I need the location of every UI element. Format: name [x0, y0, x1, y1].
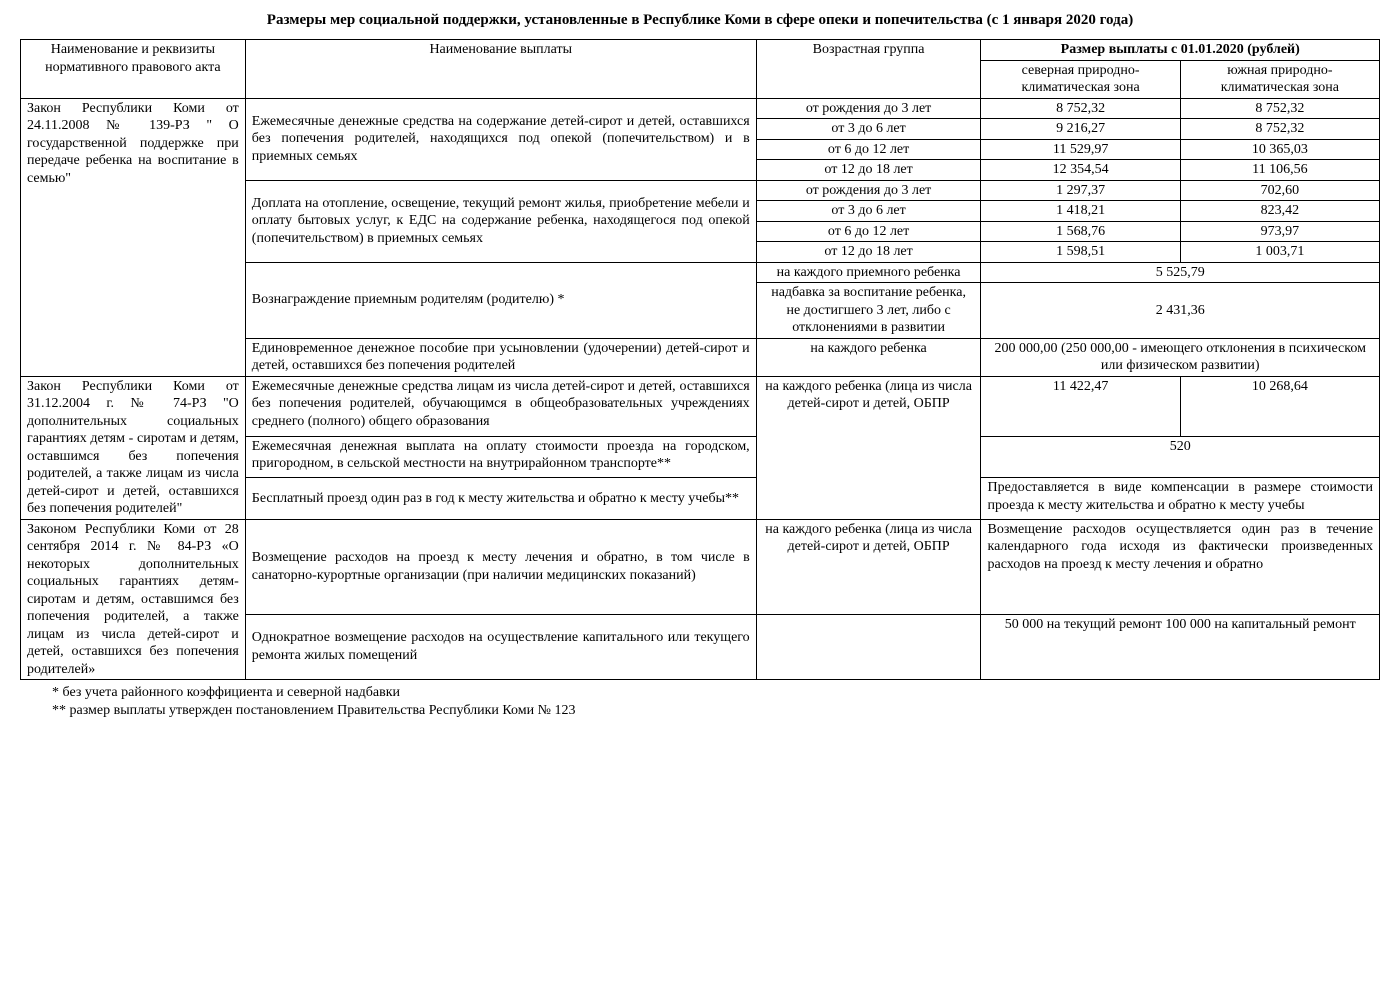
- table-row: Законом Республики Коми от 28 сентября 2…: [21, 519, 1380, 614]
- payment-cell: Ежемесячные денежные средства на содержа…: [245, 98, 756, 180]
- value-merged: 50 000 на текущий ремонт 100 000 на капи…: [981, 614, 1380, 679]
- value-south: 11 106,56: [1180, 160, 1379, 181]
- value-merged: Возмещение расходов осуществляется один …: [981, 519, 1380, 614]
- col-header-payment: Наименование выплаты: [245, 40, 756, 99]
- age-cell: на каждого приемного ребенка: [756, 262, 981, 283]
- payment-cell: Бесплатный проезд один раз в год к месту…: [245, 478, 756, 519]
- age-cell: от 12 до 18 лет: [756, 242, 981, 263]
- age-cell: [756, 614, 981, 679]
- value-south: 8 752,32: [1180, 98, 1379, 119]
- table-row: Закон Республики Коми от 24.11.2008 № 13…: [21, 98, 1380, 119]
- value-south: 10 365,03: [1180, 139, 1379, 160]
- payment-cell: Вознаграждение приемным родителям (родит…: [245, 262, 756, 338]
- value-merged: 5 525,79: [981, 262, 1380, 283]
- table-header-row: Наименование и реквизиты нормативного пр…: [21, 40, 1380, 61]
- value-south: 8 752,32: [1180, 119, 1379, 140]
- payment-cell: Ежемесячные денежные средства лицам из ч…: [245, 376, 756, 436]
- value-south: 1 003,71: [1180, 242, 1379, 263]
- payment-cell: Ежемесячная денежная выплата на оплату с…: [245, 436, 756, 477]
- value-merged: 200 000,00 (250 000,00 - имеющего отклон…: [981, 338, 1380, 376]
- age-cell: от 12 до 18 лет: [756, 160, 981, 181]
- col-header-amount: Размер выплаты с 01.01.2020 (рублей): [981, 40, 1380, 61]
- age-cell: от 6 до 12 лет: [756, 221, 981, 242]
- value-north: 1 568,76: [981, 221, 1180, 242]
- document-title: Размеры мер социальной поддержки, устано…: [20, 12, 1380, 29]
- payment-cell: Единовременное денежное пособие при усын…: [245, 338, 756, 376]
- footnote-1: * без учета районного коэффициента и сев…: [52, 684, 1380, 702]
- value-merged: 2 431,36: [981, 283, 1380, 339]
- law-cell: Закон Республики Коми от 31.12.2004 г. №…: [21, 376, 246, 519]
- age-cell: от 3 до 6 лет: [756, 201, 981, 222]
- value-merged: Предоставляется в виде компенсации в раз…: [981, 478, 1380, 519]
- value-north: 11 529,97: [981, 139, 1180, 160]
- law-cell: Законом Республики Коми от 28 сентября 2…: [21, 519, 246, 680]
- footnotes: * без учета районного коэффициента и сев…: [20, 684, 1380, 720]
- value-north: 1 297,37: [981, 180, 1180, 201]
- value-north: 12 354,54: [981, 160, 1180, 181]
- value-north: 11 422,47: [981, 376, 1180, 436]
- footnote-2: ** размер выплаты утвержден постановлени…: [52, 702, 1380, 720]
- payments-table: Наименование и реквизиты нормативного пр…: [20, 39, 1380, 680]
- col-header-zone-south: южная природно-климатическая зона: [1180, 60, 1379, 98]
- payment-cell: Однократное возмещение расходов на осуще…: [245, 614, 756, 679]
- col-header-law: Наименование и реквизиты нормативного пр…: [21, 40, 246, 99]
- law-cell: Закон Республики Коми от 24.11.2008 № 13…: [21, 98, 246, 376]
- payment-cell: Доплата на отопление, освещение, текущий…: [245, 180, 756, 262]
- age-cell: от рождения до 3 лет: [756, 180, 981, 201]
- value-south: 10 268,64: [1180, 376, 1379, 436]
- value-merged: 520: [981, 436, 1380, 477]
- value-north: 9 216,27: [981, 119, 1180, 140]
- age-cell: надбавка за воспитание ребенка, не дости…: [756, 283, 981, 339]
- payment-cell: Возмещение расходов на проезд к месту ле…: [245, 519, 756, 614]
- table-row: Закон Республики Коми от 31.12.2004 г. №…: [21, 376, 1380, 436]
- value-south: 823,42: [1180, 201, 1379, 222]
- value-north: 1 418,21: [981, 201, 1180, 222]
- age-cell: от 3 до 6 лет: [756, 119, 981, 140]
- age-cell: на каждого ребенка: [756, 338, 981, 376]
- age-cell: на каждого ребенка (лица из числа детей-…: [756, 376, 981, 519]
- age-cell: от рождения до 3 лет: [756, 98, 981, 119]
- col-header-age: Возрастная группа: [756, 40, 981, 99]
- age-cell: от 6 до 12 лет: [756, 139, 981, 160]
- value-south: 973,97: [1180, 221, 1379, 242]
- col-header-zone-north: северная природно-климатическая зона: [981, 60, 1180, 98]
- age-cell: на каждого ребенка (лица из числа детей-…: [756, 519, 981, 614]
- value-north: 1 598,51: [981, 242, 1180, 263]
- value-north: 8 752,32: [981, 98, 1180, 119]
- value-south: 702,60: [1180, 180, 1379, 201]
